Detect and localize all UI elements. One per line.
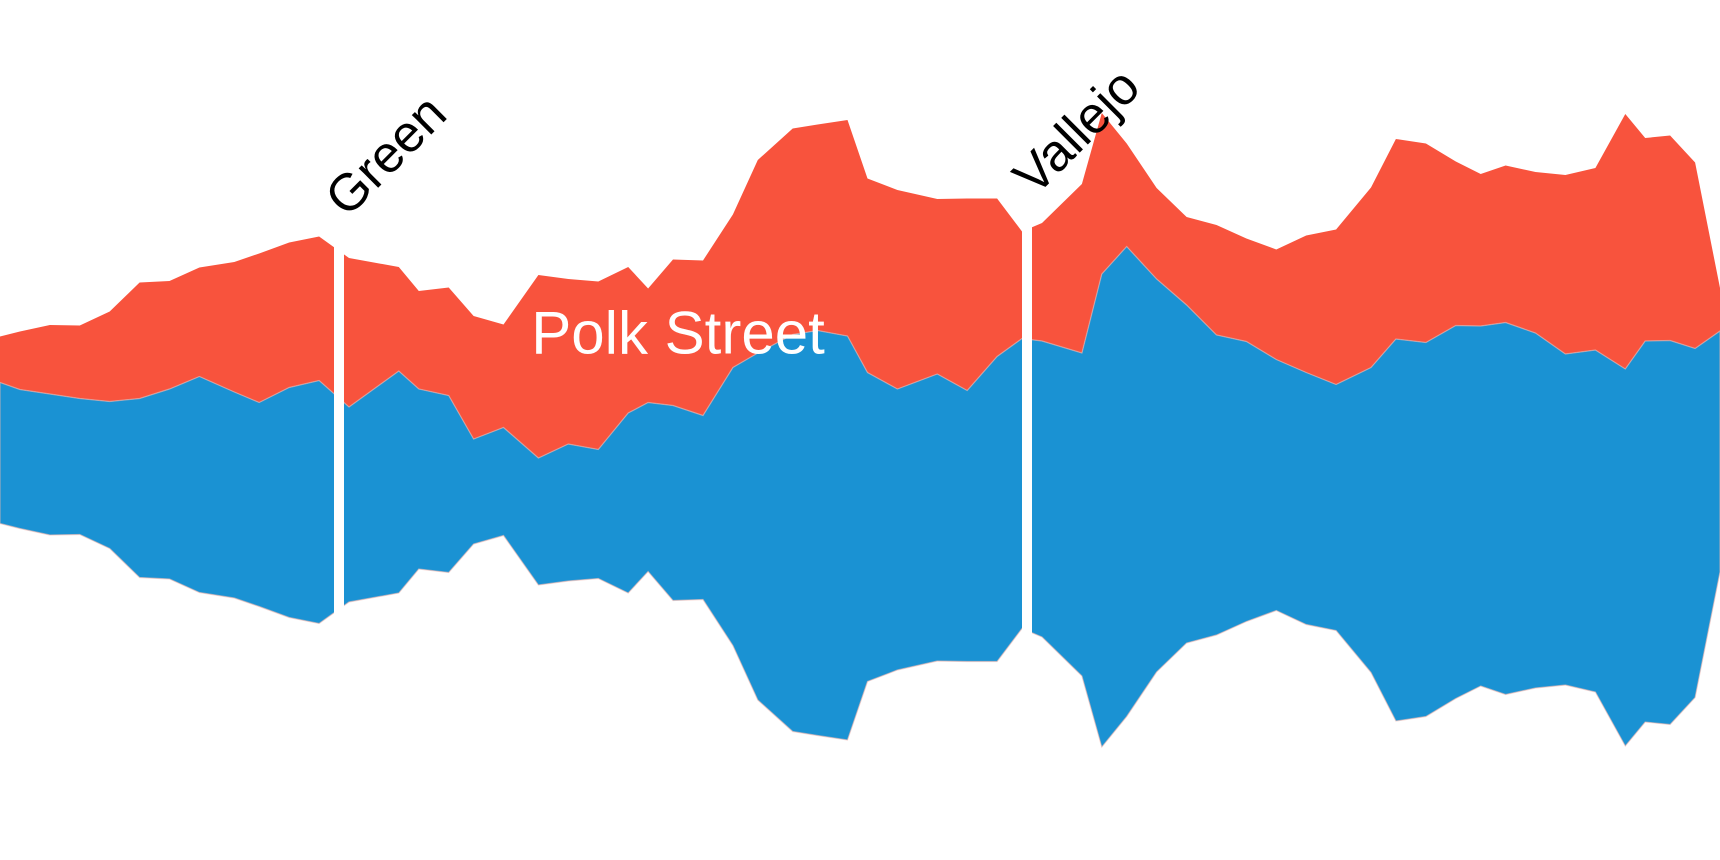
cross-street-divider — [334, 240, 344, 620]
cross-street-divider — [1022, 219, 1032, 641]
street-label: Polk Street — [531, 299, 825, 366]
series-area-lower — [0, 245, 1720, 749]
series-area-polk-street — [0, 113, 1720, 458]
cross-street-label: Green — [314, 84, 457, 227]
